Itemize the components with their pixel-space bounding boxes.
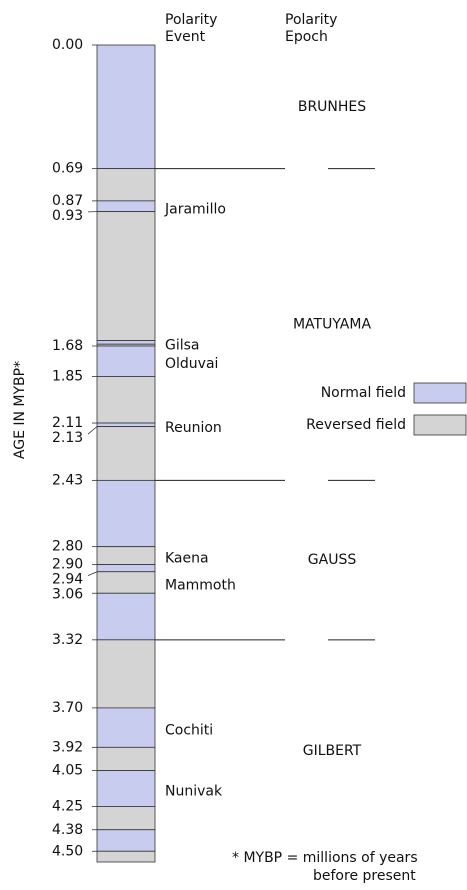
legend-label: Normal field [321, 385, 406, 401]
y-tick-label: 3.70 [52, 700, 83, 716]
polarity-segment [97, 708, 155, 747]
polarity-segment [97, 427, 155, 481]
y-tick-label: 2.43 [52, 472, 83, 488]
polarity-segment [97, 341, 155, 345]
legend-swatch [414, 415, 466, 435]
y-tick-label: 0.69 [52, 161, 83, 177]
tick-leader [88, 427, 97, 434]
polarity-segment [97, 806, 155, 829]
polarity-segment [97, 212, 155, 341]
event-label: Gilsa [165, 337, 200, 353]
epoch-label: BRUNHES [298, 99, 366, 115]
y-tick-label: 0.93 [52, 208, 83, 224]
legend-label: Reversed field [306, 417, 406, 433]
epoch-label: MATUYAMA [293, 317, 371, 333]
event-label: Nunivak [165, 784, 223, 800]
event-label: Jaramillo [164, 201, 226, 217]
polarity-segment [97, 480, 155, 546]
y-tick-label: 1.85 [52, 368, 83, 384]
epoch-header: Epoch [285, 29, 328, 45]
footnote: * MYBP = millions of years [232, 850, 418, 866]
y-tick-label: 0.87 [52, 193, 83, 209]
polarity-segment [97, 593, 155, 640]
event-header: Polarity [165, 12, 217, 28]
y-tick-label: 3.32 [52, 632, 83, 648]
y-tick-label: 2.80 [52, 539, 83, 555]
polarity-segment [97, 346, 155, 376]
event-label: Olduvai [165, 356, 218, 372]
y-tick-label: 3.06 [52, 587, 83, 603]
y-tick-label: 0.00 [52, 37, 83, 53]
polarity-segment [97, 771, 155, 807]
y-axis-label: AGE IN MYBP* [12, 361, 28, 459]
event-label: Cochiti [165, 723, 213, 739]
epoch-header: Polarity [285, 12, 337, 28]
polarity-segment [97, 830, 155, 852]
polarity-segment [97, 565, 155, 572]
legend-swatch [414, 383, 466, 403]
y-tick-label: 4.05 [52, 763, 83, 779]
footnote: before present [313, 868, 416, 884]
polarity-segment [97, 640, 155, 708]
tick-leader [88, 572, 97, 576]
event-label: Mammoth [165, 578, 236, 594]
event-label: Kaena [165, 551, 209, 567]
epoch-label: GAUSS [308, 552, 357, 568]
polarity-segment [97, 572, 155, 594]
y-tick-label: 2.13 [52, 430, 83, 446]
event-header: Event [165, 29, 206, 45]
polarity-segment [97, 45, 155, 169]
polarity-segment [97, 423, 155, 427]
polarity-segment [97, 747, 155, 770]
y-tick-label: 2.94 [52, 572, 83, 588]
y-tick-label: 4.25 [52, 798, 83, 814]
polarity-segment [97, 547, 155, 565]
polarity-segment [97, 376, 155, 423]
polarity-segment [97, 201, 155, 212]
y-tick-label: 3.92 [52, 739, 83, 755]
epoch-label: GILBERT [303, 743, 362, 759]
y-tick-label: 2.11 [52, 415, 83, 431]
polarity-segment [97, 169, 155, 201]
y-tick-label: 1.68 [52, 338, 83, 354]
y-tick-label: 4.50 [52, 843, 83, 859]
y-tick-label: 2.90 [52, 557, 83, 573]
y-tick-label: 4.38 [52, 822, 83, 838]
event-label: Reunion [165, 420, 222, 436]
polarity-segment [97, 851, 155, 862]
